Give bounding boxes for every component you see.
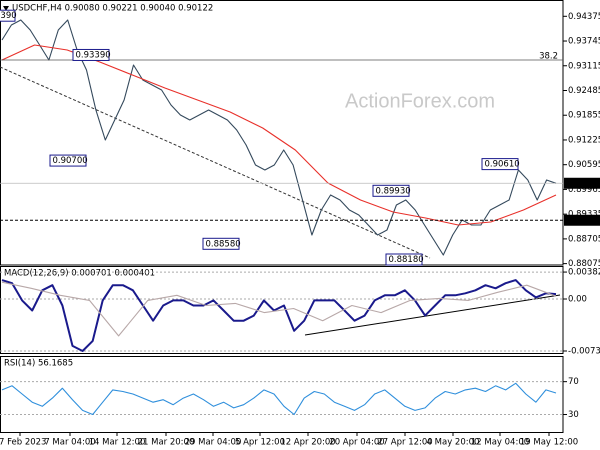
x-tick-label: 29 Mar 04:00 <box>185 438 242 448</box>
price-box <box>564 177 600 189</box>
x-tick-label: 12 May 04:00 <box>471 438 529 448</box>
panel-title: USDCHF,H4 0.90080 0.90221 0.90040 0.9012… <box>12 4 213 14</box>
annotation-label: 0.94390 <box>0 11 17 21</box>
annotation-label: 0.90610 <box>485 160 520 170</box>
annotation-box <box>481 158 519 171</box>
annotation-label: 0.88180 <box>389 255 424 265</box>
y-tick-label: 0.003828 <box>568 268 600 278</box>
y-tick-label: 0.89335 <box>568 210 600 220</box>
y-tick-label: 0.00 <box>568 294 587 304</box>
y-tick-label: 0.90595 <box>568 160 600 170</box>
x-tick-label: 27 Feb 2023 <box>0 438 46 448</box>
y-tick-label: 30 <box>568 410 579 420</box>
y-tick-label: 0.93115 <box>568 61 600 71</box>
series-line <box>1 279 557 352</box>
y-tick-label: 0.91855 <box>568 111 600 121</box>
y-tick-label: 0.91225 <box>568 135 600 145</box>
y-tick-label: 0.89965 <box>568 185 600 195</box>
y-tick-label: 0.92485 <box>568 86 600 96</box>
macd-trendline <box>304 294 561 336</box>
x-tick-label: 12 Apr 20:00 <box>280 438 335 448</box>
x-tick-label: 7 Mar 04:00 <box>44 438 95 448</box>
trendline <box>0 66 431 259</box>
annotation-box <box>385 253 423 266</box>
panel-title: RSI(14) 56.1685 <box>4 359 73 369</box>
annotation-box <box>49 154 87 167</box>
annotation-box <box>72 48 110 61</box>
series-line <box>1 382 557 416</box>
x-tick-label: 19 May 12:00 <box>520 438 578 448</box>
rsi-panel-frame <box>0 356 564 433</box>
fib-label: 38.2 <box>539 51 558 61</box>
annotation-box <box>202 237 240 250</box>
menu-arrow <box>3 6 9 11</box>
series-line <box>1 19 557 256</box>
y-tick-label: 0.88075 <box>568 259 600 269</box>
x-tick-label: 21 Mar 20:00 <box>138 438 195 448</box>
y-tick-label: 70 <box>568 377 579 387</box>
support-label: 0.89180 <box>567 216 600 226</box>
support-box <box>564 214 600 226</box>
annotation-label: 0.88580 <box>206 239 241 249</box>
x-tick-label: 20 Apr 04:00 <box>329 438 384 448</box>
x-tick-label: 27 Apr 12:00 <box>377 438 432 448</box>
y-tick-label: 0.94375 <box>568 12 600 22</box>
watermark: ActionForex.com <box>345 90 495 112</box>
y-tick-label: -0.007392 <box>568 346 600 356</box>
annotation-label: 0.89930 <box>376 186 411 196</box>
x-tick-label: 14 Mar 12:00 <box>89 438 146 448</box>
annotation-label: 0.90700 <box>53 156 88 166</box>
price-label: 0.90122 <box>567 179 600 189</box>
x-tick-label: 4 May 20:00 <box>427 438 480 448</box>
y-tick-label: 0.88705 <box>568 234 600 244</box>
macd-panel-frame <box>0 266 564 354</box>
y-tick-label: 0.93745 <box>568 37 600 47</box>
annotation-box <box>372 184 410 197</box>
x-tick-label: 5 Apr 12:00 <box>235 438 285 448</box>
annotation-box <box>0 9 16 22</box>
panel-title: MACD(12,26,9) 0.000701 0.000401 <box>4 269 155 279</box>
series-line <box>1 281 557 337</box>
main-panel-frame <box>0 0 564 266</box>
annotation-label: 0.93390 <box>76 50 111 60</box>
